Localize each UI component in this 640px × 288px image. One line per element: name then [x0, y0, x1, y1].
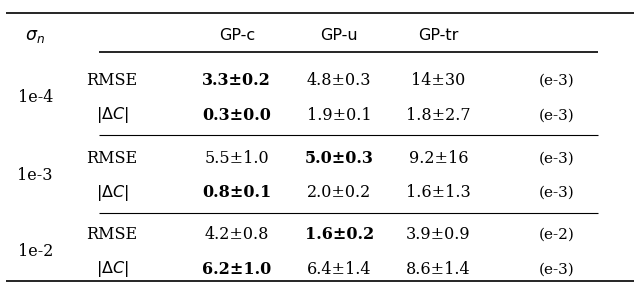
Text: $\sigma_n$: $\sigma_n$	[25, 27, 45, 45]
Text: (e-2): (e-2)	[539, 228, 575, 242]
Text: 3.3±0.2: 3.3±0.2	[202, 72, 271, 89]
Text: GP-u: GP-u	[321, 29, 358, 43]
Text: $|\Delta C|$: $|\Delta C|$	[95, 259, 129, 279]
Text: (e-3): (e-3)	[539, 108, 575, 122]
Text: 4.8±0.3: 4.8±0.3	[307, 72, 371, 89]
Text: 1.9±0.1: 1.9±0.1	[307, 107, 371, 124]
Text: 1.8±2.7: 1.8±2.7	[406, 107, 470, 124]
Text: 5.0±0.3: 5.0±0.3	[305, 150, 374, 167]
Text: 8.6±1.4: 8.6±1.4	[406, 261, 470, 278]
Text: 14±30: 14±30	[412, 72, 465, 89]
Text: 1.6±0.2: 1.6±0.2	[305, 226, 374, 243]
Text: 1.6±1.3: 1.6±1.3	[406, 184, 471, 202]
Text: RMSE: RMSE	[86, 72, 138, 89]
Text: 9.2±16: 9.2±16	[409, 150, 468, 167]
Text: (e-3): (e-3)	[539, 186, 575, 200]
Text: 5.5±1.0: 5.5±1.0	[205, 150, 269, 167]
Text: GP-c: GP-c	[219, 29, 255, 43]
Text: 1e-4: 1e-4	[17, 89, 53, 107]
Text: (e-3): (e-3)	[539, 262, 575, 276]
Text: 3.9±0.9: 3.9±0.9	[406, 226, 470, 243]
Text: (e-3): (e-3)	[539, 151, 575, 165]
Text: RMSE: RMSE	[86, 150, 138, 167]
Text: 2.0±0.2: 2.0±0.2	[307, 184, 371, 202]
Text: 6.2±1.0: 6.2±1.0	[202, 261, 271, 278]
Text: RMSE: RMSE	[86, 226, 138, 243]
Text: $|\Delta C|$: $|\Delta C|$	[95, 183, 129, 203]
Text: 1e-2: 1e-2	[17, 243, 53, 261]
Text: 4.2±0.8: 4.2±0.8	[205, 226, 269, 243]
Text: (e-3): (e-3)	[539, 74, 575, 88]
Text: 0.3±0.0: 0.3±0.0	[202, 107, 271, 124]
Text: 1e-3: 1e-3	[17, 167, 53, 184]
Text: GP-tr: GP-tr	[418, 29, 459, 43]
Text: $|\Delta C|$: $|\Delta C|$	[95, 105, 129, 125]
Text: 0.8±0.1: 0.8±0.1	[202, 184, 271, 202]
Text: 6.4±1.4: 6.4±1.4	[307, 261, 371, 278]
